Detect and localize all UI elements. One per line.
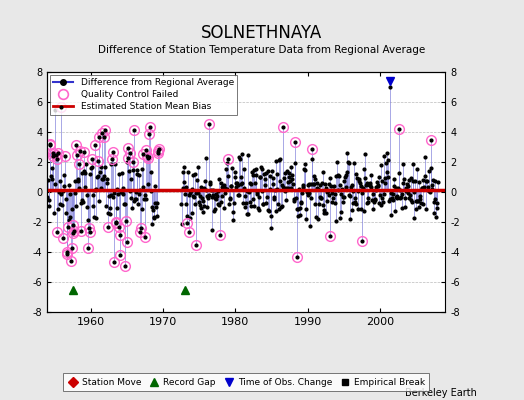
Legend: Difference from Regional Average, Quality Control Failed, Estimated Station Mean: Difference from Regional Average, Qualit… bbox=[50, 75, 237, 115]
Legend: Station Move, Record Gap, Time of Obs. Change, Empirical Break: Station Move, Record Gap, Time of Obs. C… bbox=[63, 374, 429, 392]
Text: Difference of Station Temperature Data from Regional Average: Difference of Station Temperature Data f… bbox=[99, 45, 425, 55]
Text: Berkeley Earth: Berkeley Earth bbox=[405, 388, 477, 398]
Text: SOLNETHNAYA: SOLNETHNAYA bbox=[201, 24, 323, 42]
